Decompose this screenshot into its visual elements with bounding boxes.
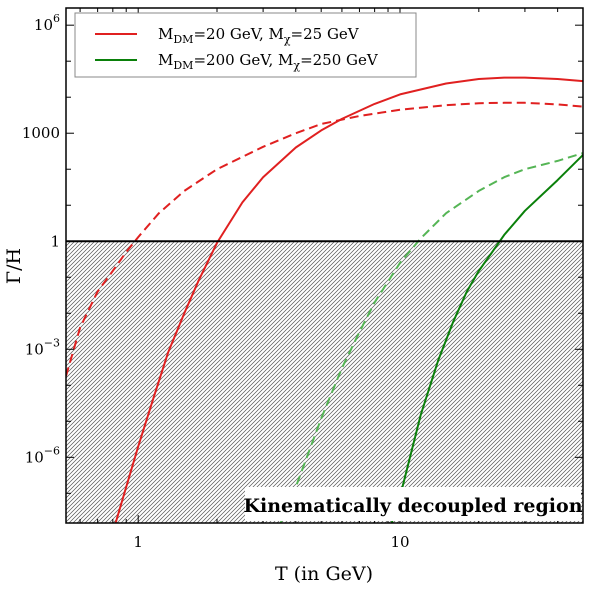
y-tick-label: 10−6 bbox=[25, 444, 60, 466]
x-tick-label: 1 bbox=[133, 533, 143, 551]
y-tick-label: 106 bbox=[34, 12, 60, 34]
y-axis-title: Γ/H bbox=[3, 248, 25, 284]
series-line-4-solid bbox=[390, 154, 583, 523]
x-axis-title: T (in GeV) bbox=[275, 563, 373, 585]
series-line-3-dashed bbox=[279, 152, 583, 523]
y-tick-label: 1000 bbox=[22, 124, 60, 142]
plot-frame bbox=[65, 7, 584, 524]
decoupled-region-label: Kinematically decoupled region bbox=[243, 495, 582, 517]
y-tick-label: 1 bbox=[50, 232, 60, 250]
decoupled-region-shading bbox=[66, 241, 583, 523]
series-line-2-dashed bbox=[66, 101, 583, 377]
legend-label: MDM=20 GeV, Mχ=25 GeV bbox=[158, 25, 360, 46]
legend-box bbox=[74, 12, 417, 78]
x-tick-label: 10 bbox=[390, 533, 409, 551]
series-line-1-solid bbox=[114, 76, 583, 523]
annotation-background bbox=[245, 487, 581, 521]
y-tick-label: 10−3 bbox=[25, 336, 60, 358]
legend-label: MDM=200 GeV, Mχ=250 GeV bbox=[158, 51, 379, 72]
